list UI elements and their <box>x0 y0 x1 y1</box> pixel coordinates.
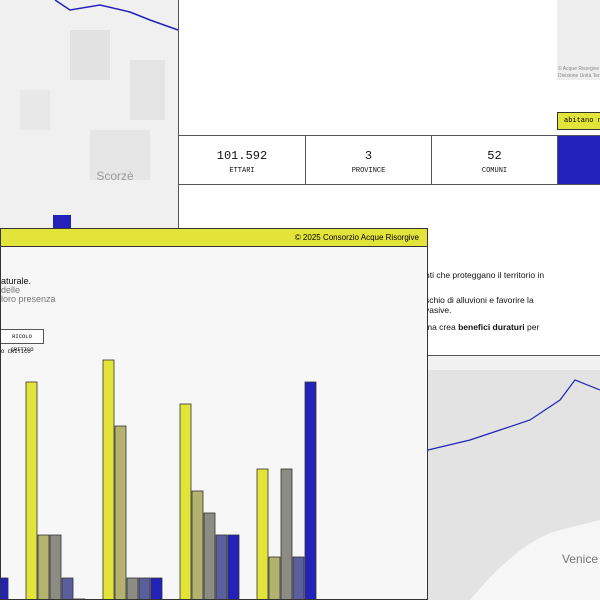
bar <box>150 577 163 599</box>
tag: abitano ne <box>557 112 600 130</box>
bar <box>256 468 269 599</box>
bar <box>114 425 127 599</box>
text-line: nti che proteggano il territorio in <box>425 270 545 280</box>
bar <box>179 403 192 599</box>
bar <box>1 577 9 599</box>
place-label: Venice <box>562 552 598 566</box>
legend-label: O CRITICO <box>1 348 31 355</box>
map-marker <box>53 215 71 229</box>
bar <box>138 577 151 599</box>
stat-value: 101.592 <box>216 149 268 163</box>
bar <box>215 534 228 599</box>
chart-window: © 2025 Consorzio Acque Risorgive aturale… <box>0 228 428 600</box>
stat-value: 3 <box>364 149 373 163</box>
text-line: loro presenza <box>1 294 56 304</box>
place-label: Scorzè <box>96 169 134 183</box>
bar <box>61 577 74 599</box>
bold-text: benefici duraturi <box>458 322 525 332</box>
bar <box>203 512 216 599</box>
bar <box>126 577 139 599</box>
legend-button[interactable]: RICOLO CRITICO <box>1 329 44 353</box>
stat: 101.592 ETTARI <box>178 135 306 185</box>
bar-chart <box>1 359 317 599</box>
bar <box>191 490 204 599</box>
stat <box>557 135 600 185</box>
mini-map: © Acque Risorgive - Divisione Unità Terr <box>557 0 600 80</box>
text-line: delle <box>1 285 21 295</box>
attribution: Divisione Unità Terr <box>558 73 600 79</box>
bar <box>268 556 281 599</box>
bar <box>227 534 240 599</box>
attribution: © Acque Risorgive - <box>558 66 600 72</box>
window-header: © 2025 Consorzio Acque Risorgive <box>1 229 427 247</box>
text-line: aturale. <box>1 276 32 286</box>
stat-label: PROVINCE <box>351 167 386 175</box>
bar <box>49 534 62 599</box>
stat-value: 52 <box>487 149 502 163</box>
stat-label: COMUNI <box>481 167 508 175</box>
stat-label: ETTARI <box>229 167 255 175</box>
text-line: ma crea benefici duraturi per <box>425 322 539 332</box>
stat: 52 COMUNI <box>431 135 558 185</box>
text-line: vasive. <box>425 305 452 315</box>
bar <box>102 359 115 599</box>
text-line: schio di alluvioni e favorire la <box>425 295 534 305</box>
bar <box>37 534 50 599</box>
bar <box>304 381 317 599</box>
bar <box>292 556 305 599</box>
bar <box>280 468 293 599</box>
text: per <box>524 322 540 332</box>
bar <box>25 381 38 599</box>
stat: 3 PROVINCE <box>305 135 432 185</box>
text: ma crea <box>425 322 459 332</box>
